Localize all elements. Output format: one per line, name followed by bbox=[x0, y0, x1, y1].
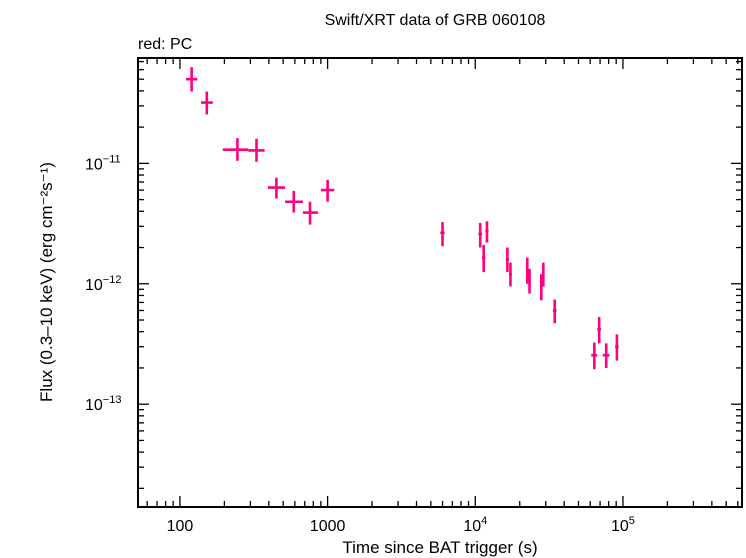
data-point bbox=[285, 190, 303, 213]
y-tick-label: 10−11 bbox=[85, 153, 121, 173]
data-point bbox=[478, 222, 482, 248]
data-point bbox=[591, 342, 598, 370]
chart-subtitle: red: PC bbox=[138, 36, 192, 53]
x-tick-label: 1000 bbox=[310, 518, 346, 535]
data-points bbox=[186, 67, 619, 370]
data-point bbox=[481, 244, 486, 273]
data-point bbox=[528, 268, 531, 294]
data-point bbox=[302, 201, 318, 225]
data-point bbox=[602, 343, 610, 368]
x-tick-label: 100 bbox=[167, 518, 194, 535]
y-tick-label: 10−13 bbox=[85, 394, 121, 414]
data-point bbox=[485, 221, 489, 243]
data-point bbox=[268, 177, 286, 199]
y-axis-ticks bbox=[138, 60, 742, 489]
x-tick-labels: 100 1000 104 105 bbox=[167, 515, 635, 535]
x-axis-label: Time since BAT trigger (s) bbox=[342, 538, 537, 557]
data-point bbox=[320, 179, 335, 202]
y-tick-labels: 10−11 10−12 10−13 bbox=[85, 153, 121, 414]
data-point bbox=[525, 257, 529, 284]
chart-title: Swift/XRT data of GRB 060108 bbox=[325, 12, 546, 29]
data-point bbox=[440, 222, 445, 247]
data-point bbox=[597, 316, 601, 344]
data-point bbox=[542, 262, 545, 287]
x-tick-label: 105 bbox=[611, 515, 635, 535]
x-axis-ticks bbox=[146, 58, 739, 507]
y-axis-label: Flux (0.3–10 keV) (erg cm⁻²s⁻¹) bbox=[37, 162, 56, 402]
data-point bbox=[186, 67, 198, 92]
y-tick-label: 10−12 bbox=[85, 274, 121, 294]
data-point bbox=[552, 299, 557, 324]
data-point bbox=[508, 262, 512, 287]
data-point bbox=[615, 334, 619, 361]
plot-frame bbox=[137, 57, 743, 508]
data-point bbox=[222, 138, 249, 161]
data-point bbox=[505, 247, 509, 273]
data-point bbox=[201, 91, 213, 115]
data-point bbox=[248, 138, 265, 162]
x-tick-label: 104 bbox=[463, 515, 487, 535]
